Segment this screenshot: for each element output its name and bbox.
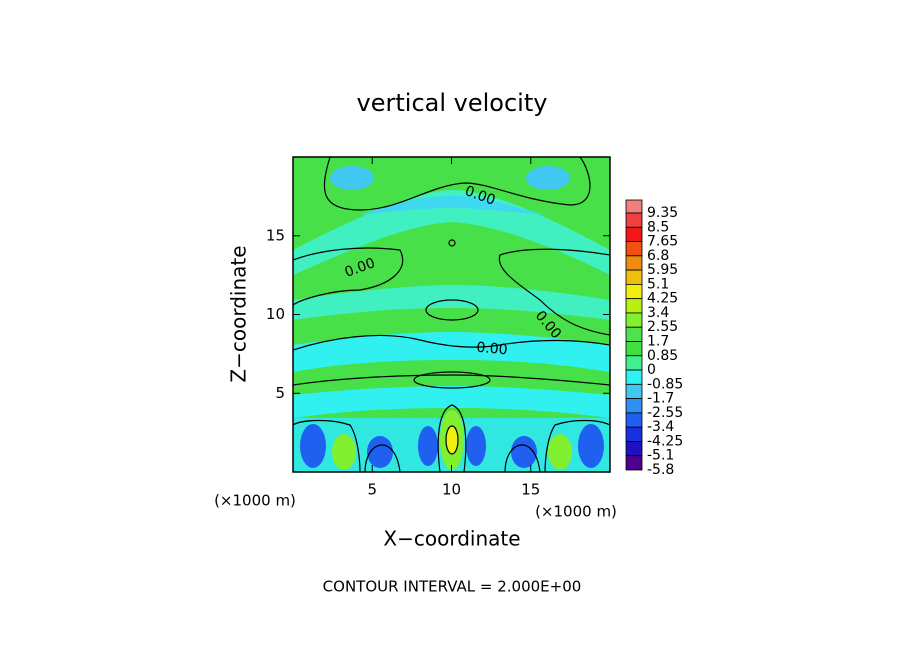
colorbar-block — [625, 269, 643, 285]
colorbar-label: 9.35 — [647, 205, 678, 221]
y-tick-label: 15 — [266, 226, 285, 244]
colorbar-label: 4.25 — [647, 291, 678, 307]
chart-title: vertical velocity — [357, 89, 548, 117]
colorbar-label: -0.85 — [647, 376, 683, 392]
colorbar-block — [625, 199, 643, 214]
contour-label: 0.00 — [476, 340, 508, 359]
colorbar-block — [625, 226, 643, 242]
y-tick-label: 10 — [266, 305, 285, 323]
contour-field — [293, 157, 610, 472]
colorbar-block — [625, 369, 643, 385]
colorbar-label: 1.7 — [647, 334, 669, 350]
colorbar-block — [625, 298, 643, 314]
colorbar-block — [625, 341, 643, 357]
colorbar-label: 7.65 — [647, 234, 678, 250]
x-tick-label: 15 — [521, 481, 540, 499]
colorbar-block — [625, 398, 643, 414]
colorbar-block — [625, 326, 643, 342]
x-tick-label: 5 — [367, 481, 377, 499]
colorbar-block — [625, 241, 643, 257]
x-tick-label: 10 — [442, 481, 461, 499]
colorbar-label: 8.5 — [647, 219, 669, 235]
colorbar-label: 3.4 — [647, 305, 669, 321]
colorbar-label: -3.4 — [647, 419, 674, 435]
colorbar-block — [625, 312, 643, 328]
colorbar-label: 0.85 — [647, 348, 678, 364]
colorbar-label: 0 — [647, 362, 656, 378]
colorbar-block — [625, 441, 643, 457]
colorbar-label: 5.1 — [647, 276, 669, 292]
colorbar-block — [625, 255, 643, 271]
colorbar-block — [625, 212, 643, 228]
colorbar-block — [625, 355, 643, 371]
colorbar-label: -5.8 — [647, 462, 674, 478]
x-unit-label: (×1000 m) — [535, 503, 617, 521]
colorbar-label: -1.7 — [647, 391, 674, 407]
colorbar-block — [625, 412, 643, 428]
y-unit-label: (×1000 m) — [214, 492, 296, 510]
colorbar-block — [625, 283, 643, 300]
x-axis-label: X−coordinate — [383, 527, 520, 551]
y-axis-label: Z−coordinate — [227, 245, 251, 382]
colorbar-label: -5.1 — [647, 448, 674, 464]
colorbar-label: -4.25 — [647, 433, 683, 449]
colorbar-label: 5.95 — [647, 262, 678, 278]
colorbar-block — [625, 383, 643, 400]
colorbar-label: 2.55 — [647, 319, 678, 335]
colorbar-block — [625, 426, 643, 442]
colorbar-block — [625, 455, 643, 471]
colorbar-label: -2.55 — [647, 405, 683, 421]
contour-interval: CONTOUR INTERVAL = 2.000E+00 — [323, 578, 582, 596]
y-tick-label: 5 — [275, 384, 285, 402]
colorbar-label: 6.8 — [647, 248, 669, 264]
